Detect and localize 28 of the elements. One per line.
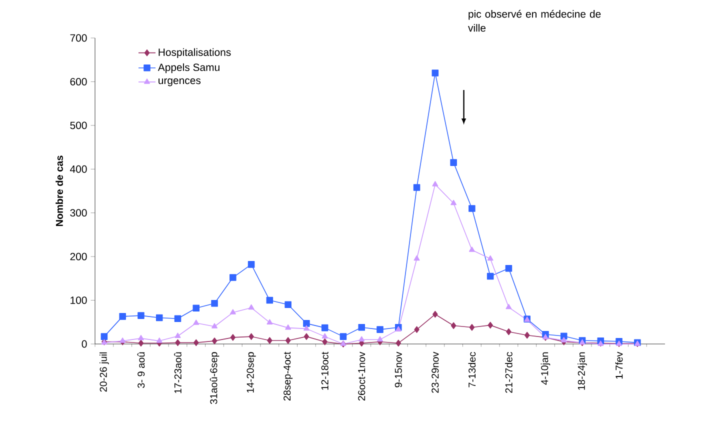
text: pic observé en médecine de ville [468,10,601,32]
x-tick-label: 18-24jan [578,352,587,390]
x-tick-label: 3- 9 aoû [137,352,145,388]
x-tick-label: 7-13dec [468,352,476,388]
x-tick-label: 23-29nov [432,352,439,393]
legend-label: Appels Samu [158,63,220,74]
legend-label: Hospitalisations [158,48,231,58]
x-tick-label: 31aoû-6sep [210,352,220,404]
y-tick-label: 600 [70,78,87,86]
x-tick-label: 12-18oct [321,352,328,390]
y-tick-label: 200 [70,252,87,260]
y-tick-label: 0 [82,340,87,348]
x-tick-label: 26oct-1nov [358,352,366,401]
x-tick-label: 17-23aoû [174,352,182,394]
legend-label: urgences [158,78,201,86]
y-tick-label: 100 [70,296,87,304]
y-tick-label: 500 [70,122,87,130]
x-tick-label: 21-27dec [505,352,512,393]
x-tick-label: 4-10jan [540,352,550,385]
y-tick-label: 400 [70,165,87,173]
y-tick-label: 300 [70,209,87,217]
x-tick-label: 28sep-4oct [284,352,293,401]
x-tick-label: 9-15nov [394,352,402,388]
x-tick-label: 20-26 juil [100,352,109,392]
x-tick-label: 14-20sep [246,352,256,393]
y-tick-label: 700 [70,34,87,42]
x-tick-label: 1-7fev [615,352,623,379]
y-axis-title: Nombre de cas [56,156,63,226]
